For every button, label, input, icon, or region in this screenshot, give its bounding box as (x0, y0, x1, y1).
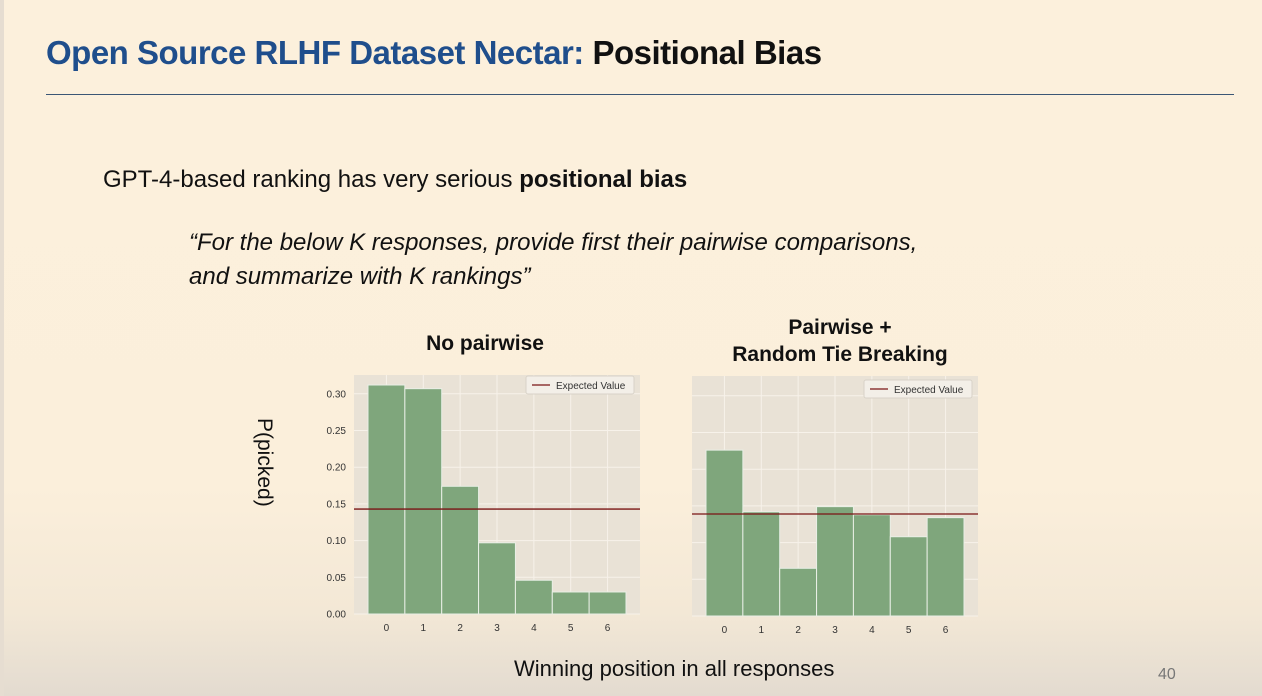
subtitle-text: GPT-4-based ranking has very serious (103, 166, 520, 193)
left-bar-0 (367, 384, 406, 615)
left-y-tick: 0.25 (327, 426, 347, 437)
right-bar-5 (889, 536, 928, 617)
right-legend-label: Expected Value (894, 385, 964, 396)
chart-title-left: No pairwise (385, 330, 585, 357)
left-x-tick-5: 5 (568, 623, 574, 634)
left-bar-6 (588, 591, 627, 615)
left-y-tick: 0.05 (327, 573, 347, 584)
right-bar-3 (816, 506, 854, 617)
subtitle-bold: positional bias (519, 166, 688, 193)
right-bar-1 (742, 511, 781, 617)
right-x-tick-5: 5 (906, 625, 912, 636)
left-x-tick-6: 6 (605, 623, 611, 634)
page-number: 40 (1158, 666, 1176, 683)
left-bar-3 (478, 542, 516, 615)
quote-line-1: “For the below K responses, provide firs… (189, 229, 918, 256)
left-x-tick-4: 4 (531, 623, 537, 634)
right-bar-0 (705, 449, 744, 617)
left-bar-5 (551, 591, 590, 615)
slide-edge (0, 0, 4, 696)
right-legend-box (863, 379, 973, 399)
left-legend-label: Expected Value (556, 381, 626, 392)
x-axis-label: Winning position in all responses (514, 656, 835, 681)
right-bar-2 (779, 567, 818, 617)
left-x-tick-2: 2 (457, 623, 463, 634)
right-x-tick-4: 4 (869, 625, 875, 636)
left-y-tick: 0.15 (327, 499, 347, 510)
chart-title-right: Pairwise + Random Tie Breaking (700, 314, 980, 368)
left-x-tick-3: 3 (494, 623, 500, 634)
title-divider (46, 94, 1234, 95)
quote-line-2: and summarize with K rankings” (189, 263, 531, 290)
left-y-tick: 0.00 (327, 610, 347, 621)
left-y-tick: 0.10 (327, 536, 347, 547)
slide-title: Open Source RLHF Dataset Nectar: Positio… (46, 34, 822, 72)
left-y-tick: 0.20 (327, 463, 347, 474)
right-x-tick-6: 6 (943, 625, 949, 636)
chart-title-right-line2: Random Tie Breaking (732, 343, 948, 366)
right-x-tick-1: 1 (759, 625, 765, 636)
left-bar-2 (441, 485, 480, 615)
left-x-tick-1: 1 (421, 623, 427, 634)
left-y-tick: 0.30 (327, 389, 347, 400)
right-bar-4 (852, 514, 891, 617)
left-legend-box (525, 375, 635, 395)
chart-title-right-line1: Pairwise + (788, 316, 892, 339)
chart-title-left-text: No pairwise (426, 332, 544, 355)
right-x-tick-2: 2 (795, 625, 801, 636)
left-x-tick-0: 0 (384, 623, 390, 634)
title-part-black: Positional Bias (592, 34, 822, 71)
right-x-tick-3: 3 (832, 625, 838, 636)
title-part-blue: Open Source RLHF Dataset Nectar: (46, 34, 584, 71)
left-bar-4 (514, 579, 553, 615)
slide-subtitle: GPT-4-based ranking has very serious pos… (103, 166, 687, 194)
right-x-tick-0: 0 (722, 625, 728, 636)
right-bar-6 (926, 517, 965, 617)
left-bar-1 (404, 388, 443, 615)
prompt-quote: “For the below K responses, provide firs… (189, 226, 1149, 294)
